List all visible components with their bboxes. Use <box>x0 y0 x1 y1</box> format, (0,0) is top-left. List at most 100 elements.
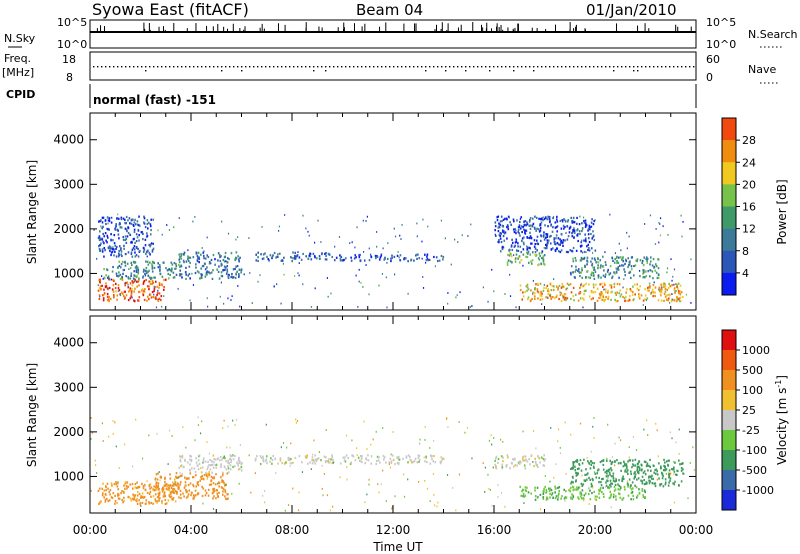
heatmap-speckle <box>277 229 280 232</box>
heatmap-cell <box>579 232 581 236</box>
heatmap-cell <box>664 465 667 468</box>
heatmap-cell <box>127 276 130 279</box>
heatmap-cell <box>580 250 582 253</box>
heatmap-speckle <box>168 429 171 432</box>
heatmap-cell <box>513 220 515 223</box>
heatmap-cell <box>382 458 385 461</box>
heatmap-speckle <box>317 219 319 222</box>
heatmap-cell <box>151 279 154 283</box>
heatmap-speckle <box>302 214 304 217</box>
heatmap-cell <box>188 489 191 492</box>
heatmap-cell <box>170 261 173 264</box>
heatmap-speckle <box>310 306 313 308</box>
heatmap-cell <box>577 268 580 271</box>
heatmap-cell <box>145 278 147 282</box>
heatmap-cell <box>102 232 105 236</box>
heatmap-cell <box>237 255 239 258</box>
heatmap-cell <box>187 255 189 258</box>
heatmap-cell <box>607 486 609 489</box>
heatmap-speckle <box>158 471 160 473</box>
heatmap-cell <box>654 269 657 272</box>
heatmap-cell <box>314 458 317 461</box>
heatmap-cell <box>585 276 587 279</box>
heatmap-cell <box>397 463 400 466</box>
heatmap-cell <box>350 461 353 464</box>
heatmap-cell <box>556 225 559 228</box>
heatmap-cell <box>141 495 144 498</box>
heatmap-speckle <box>515 306 517 309</box>
heatmap-speckle <box>238 482 240 485</box>
heatmap-cell <box>669 479 671 482</box>
heatmap-cell <box>314 256 316 259</box>
heatmap-cell <box>598 296 600 300</box>
heatmap-cell <box>208 464 210 467</box>
heatmap-cell <box>570 273 572 276</box>
heatmap-speckle <box>297 509 300 512</box>
heatmap-cell <box>162 495 165 498</box>
heatmap-speckle <box>581 228 584 231</box>
heatmap-cell <box>679 293 682 296</box>
heatmap-cell <box>344 460 347 463</box>
heatmap-cell <box>150 277 153 280</box>
heatmap-cell <box>149 483 152 486</box>
heatmap-cell <box>619 496 622 499</box>
heatmap-cell <box>149 244 151 248</box>
heatmap-cell <box>634 470 636 474</box>
heatmap-cell <box>100 242 102 245</box>
heatmap-cell <box>358 256 361 259</box>
heatmap-speckle <box>649 214 652 217</box>
heatmap-cell <box>603 299 606 303</box>
heatmap-cell <box>576 228 579 231</box>
heatmap-cell <box>220 255 222 258</box>
heatmap-cell <box>169 473 171 476</box>
heatmap-cell <box>618 292 620 295</box>
heatmap-cell <box>196 482 199 485</box>
freq-dot <box>525 66 527 68</box>
heatmap-cell <box>203 473 206 477</box>
colorbar-swatch <box>722 140 736 163</box>
heatmap-cell <box>190 455 193 458</box>
freq-dot <box>217 66 219 68</box>
heatmap-cell <box>175 471 178 475</box>
heatmap-cell <box>238 258 240 261</box>
heatmap-cell <box>594 472 597 475</box>
heatmap-cell <box>120 216 123 219</box>
freq-dot <box>393 66 395 68</box>
heatmap-cell <box>103 246 106 250</box>
heatmap-speckle <box>264 501 266 504</box>
heatmap-cell <box>235 272 237 275</box>
heatmap-speckle <box>364 501 366 504</box>
heatmap-speckle <box>378 491 380 494</box>
heatmap-speckle <box>539 508 542 511</box>
heatmap-speckle <box>436 505 438 508</box>
heatmap-cell <box>180 252 182 256</box>
heatmap-cell <box>291 462 293 465</box>
heatmap-cell <box>232 276 235 279</box>
heatmap-cell <box>183 261 185 264</box>
heatmap-cell <box>402 457 404 460</box>
heatmap-cell <box>226 497 228 501</box>
heatmap-cell <box>328 253 330 256</box>
heatmap-cell <box>610 493 613 496</box>
heatmap-speckle <box>581 251 584 254</box>
heatmap-cell <box>619 289 621 292</box>
heatmap-cell <box>368 259 371 262</box>
heatmap-cell <box>527 296 530 299</box>
heatmap-speckle <box>248 454 250 457</box>
heatmap-speckle <box>692 446 694 449</box>
heatmap-speckle <box>484 466 486 469</box>
heatmap-cell <box>682 468 684 471</box>
heatmap-cell <box>185 477 188 480</box>
heatmap-speckle <box>418 442 421 445</box>
heatmap-cell <box>556 241 559 245</box>
heatmap-cell <box>616 291 619 294</box>
heatmap-speckle <box>154 286 156 288</box>
heatmap-speckle <box>174 478 176 481</box>
heatmap-cell <box>179 483 181 486</box>
heatmap-cell <box>156 285 158 288</box>
heatmap-cell <box>595 283 597 286</box>
heatmap-cell <box>618 492 621 496</box>
freq-dot <box>193 66 195 68</box>
heatmap-cell <box>540 235 543 238</box>
